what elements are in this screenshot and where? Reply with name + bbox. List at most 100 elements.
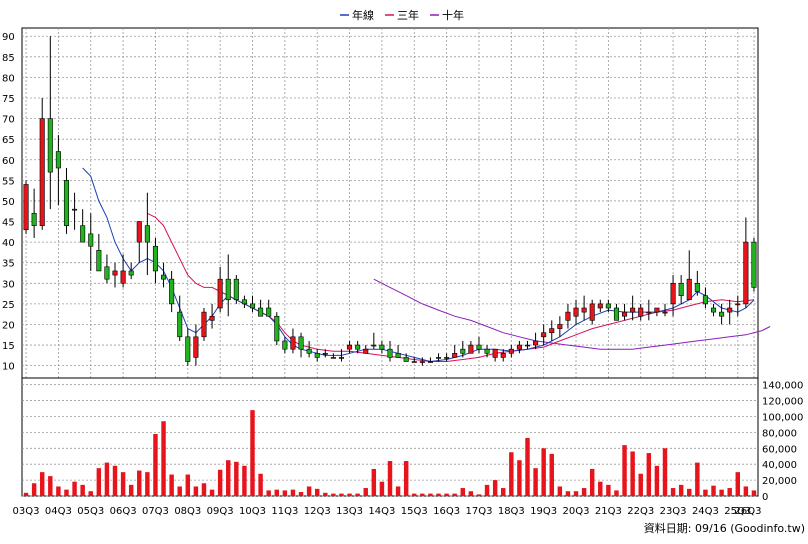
price-tick-label: 35: [2, 259, 15, 270]
volume-bar: [137, 470, 142, 496]
candle-body: [136, 221, 142, 243]
volume-bar: [323, 492, 328, 496]
candle-body: [710, 307, 717, 313]
volume-bar: [234, 461, 239, 496]
x-tick-label: 17Q3: [465, 506, 492, 517]
candle-body: [371, 344, 377, 347]
candle-body: [88, 233, 94, 247]
volume-bar: [420, 493, 425, 496]
price-tick-label: 15: [2, 341, 15, 352]
volume-bar: [363, 488, 368, 496]
price-tick-label: 90: [2, 32, 15, 43]
candle-body: [678, 282, 684, 296]
candle-body: [322, 352, 328, 355]
legend-label-1: 三年: [397, 8, 419, 22]
volume-bar: [727, 488, 732, 496]
watermark: 資料日期: 09/16 (Goodinfo.tw): [644, 521, 805, 535]
x-tick-label: 16Q3: [433, 506, 460, 517]
candle-body: [646, 311, 652, 314]
volume-bar: [355, 493, 360, 496]
volume-bar: [128, 484, 134, 496]
price-tick-label: 80: [2, 73, 15, 84]
x-tick-label: 13Q3: [336, 506, 363, 517]
candle-body: [630, 307, 636, 313]
volume-bar: [452, 493, 457, 496]
volume-bar: [509, 452, 514, 496]
candle-body: [39, 118, 45, 226]
volume-bar: [145, 472, 150, 496]
price-tick-label: 65: [2, 135, 15, 146]
volume-panel: 0 20,000 40,000 60,000 80,000 100,000 120,000 1…: [21, 377, 803, 503]
volume-bar: [565, 491, 571, 496]
x-tick-label: 19Q3: [530, 506, 557, 517]
volume-bar: [428, 493, 433, 496]
volume-bar: [533, 468, 538, 496]
price-tick-label: 75: [2, 94, 15, 105]
x-tick-label: 24Q3: [692, 506, 719, 517]
volume-tick-label: 60,000: [762, 444, 797, 455]
price-tick-label: 60: [2, 156, 15, 167]
candle-body: [533, 340, 539, 346]
price-tick-label: 30: [2, 279, 15, 290]
legend: 年線 三年 十年: [340, 8, 464, 22]
x-tick-label: 10Q3: [239, 506, 266, 517]
candle-body: [80, 225, 86, 243]
candle-body: [727, 307, 733, 313]
x-tick-label: 22Q3: [627, 506, 654, 517]
volume-bar: [589, 468, 595, 496]
candle-body: [387, 348, 393, 358]
candle-body: [702, 295, 708, 305]
candle-body: [460, 348, 466, 354]
volume-bar: [379, 481, 385, 496]
price-tick-label: 20: [2, 320, 15, 331]
price-tick-label: 70: [2, 115, 15, 126]
candle-body: [152, 245, 158, 272]
x-tick-label: 14Q3: [368, 506, 395, 517]
candle-body: [654, 307, 660, 313]
volume-bar: [64, 489, 69, 496]
volume-bar: [557, 486, 563, 496]
candle-body: [468, 344, 474, 354]
candle-body: [427, 361, 433, 363]
candle-body: [314, 352, 320, 358]
volume-bar: [153, 433, 158, 496]
price-grid: [22, 28, 758, 496]
x-tick-label: 09Q3: [207, 506, 234, 517]
volume-bar: [314, 488, 320, 496]
volume-bar: [331, 493, 336, 496]
candle-body: [47, 118, 53, 173]
x-tick-label: 21Q3: [595, 506, 622, 517]
volume-bar: [598, 481, 603, 496]
x-tick-label: 08Q3: [174, 506, 201, 517]
volume-bar: [112, 465, 118, 496]
candle-body: [419, 361, 425, 363]
volume-tick-label: 80,000: [762, 428, 797, 439]
candle-body: [694, 282, 700, 292]
ma-10year-line: [373, 278, 771, 350]
x-tick-label: 15Q3: [401, 506, 428, 517]
x-tick-label: 25Q3: [724, 506, 751, 517]
volume-bar: [476, 494, 482, 496]
volume-bar: [484, 484, 490, 496]
x-tick-label: 04Q3: [45, 506, 72, 517]
volume-bar: [250, 410, 255, 496]
candle-body: [338, 357, 344, 359]
volume-bar: [347, 493, 352, 496]
volume-bar: [209, 489, 215, 496]
volume-bar: [525, 437, 530, 496]
volume-bar: [201, 483, 207, 496]
candle-body: [379, 344, 385, 350]
candle-body: [622, 311, 628, 317]
volume-bar: [573, 491, 579, 496]
x-tick-label: 26Q3: [735, 506, 762, 517]
volume-bar: [161, 421, 166, 496]
x-tick-label: 03Q3: [13, 506, 40, 517]
candle-body: [605, 303, 611, 309]
candle-body: [403, 357, 409, 362]
candle-body: [541, 332, 547, 338]
candle-body: [363, 348, 369, 354]
volume-bar: [72, 481, 77, 496]
x-axis: 03Q3 04Q3 05Q3 06Q3 07Q3 08Q3 09Q3 10Q3 11Q3 12Q3…: [13, 506, 762, 517]
candle-body: [597, 303, 603, 309]
